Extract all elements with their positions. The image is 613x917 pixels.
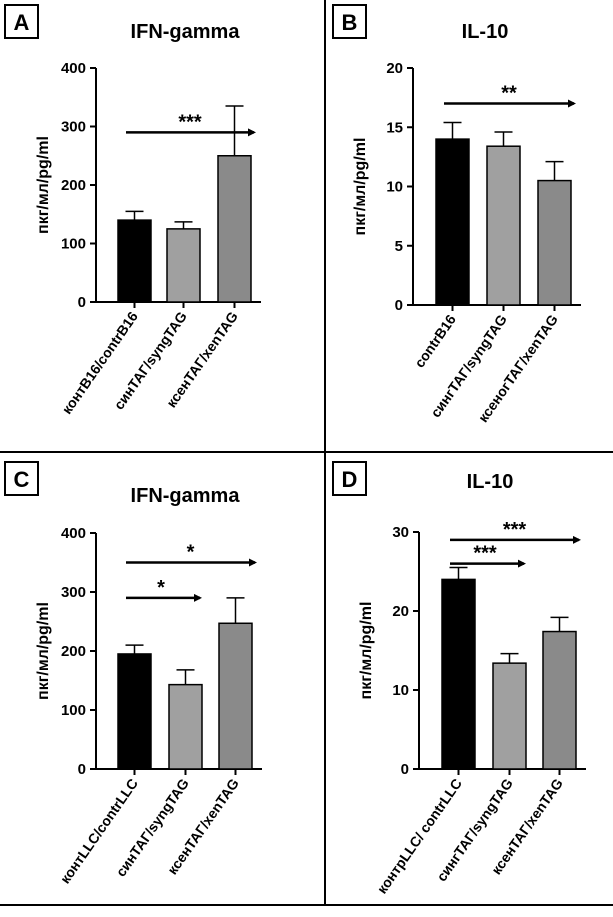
panel-letter: D — [342, 467, 358, 492]
panel-letter-box — [332, 461, 367, 496]
y-tick-label: 400 — [61, 525, 86, 542]
y-tick-label: 300 — [61, 584, 86, 601]
significance-stars: *** — [503, 519, 527, 541]
bar-2 — [486, 145, 521, 306]
chart-title: IL-10 — [467, 471, 514, 493]
significance-stars: *** — [473, 543, 497, 565]
bar-2 — [166, 228, 201, 303]
y-tick-label: 300 — [61, 119, 86, 136]
y-tick-label: 20 — [392, 603, 409, 620]
panel-a: A IFN-gamma0100200300400пкг/мл/pg/mlконтB… — [4, 4, 261, 417]
panel-b: B IL-1005101520пкг/мл/pg/mlcontrB16сингТА… — [332, 4, 581, 425]
y-axis-label: пкг/мл/pg/ml — [358, 602, 375, 700]
significance-stars: ** — [501, 83, 517, 105]
y-tick-label: 10 — [392, 682, 409, 699]
bar-1 — [117, 219, 152, 303]
bar-1 — [117, 653, 152, 770]
chart-title: IFN-gamma — [131, 485, 241, 507]
bar-1 — [435, 138, 470, 306]
panel-letter-box — [4, 461, 39, 496]
y-tick-label: 20 — [386, 60, 403, 77]
y-tick-label: 0 — [78, 294, 86, 311]
panel-letter-box — [332, 4, 367, 39]
category-label: contrB16 — [411, 311, 459, 370]
y-tick-label: 200 — [61, 643, 86, 660]
panel-letter-box — [4, 4, 39, 39]
chart-title: IFN-gamma — [131, 21, 241, 43]
y-tick-label: 200 — [61, 177, 86, 194]
panel-c: CIFN-gamma0100200300400пкг/мл/pg/mlконтL… — [4, 461, 262, 886]
significance-stars: * — [157, 577, 165, 599]
y-tick-label: 100 — [61, 236, 86, 253]
y-tick-label: 0 — [395, 297, 403, 314]
bar-3 — [537, 179, 572, 306]
panel-letter: B — [342, 10, 358, 35]
y-tick-label: 5 — [395, 238, 403, 255]
y-tick-label: 15 — [386, 119, 403, 136]
y-tick-label: 400 — [61, 60, 86, 77]
panel-letter: A — [14, 10, 30, 35]
panel-d: D IL-10 0 10 20 30 пкг/мл/pg/ml контрLLC/ contr… — [332, 461, 586, 897]
bar-2 — [492, 662, 527, 770]
bar-3 — [217, 155, 252, 303]
bar-3 — [542, 630, 577, 770]
bar-2 — [168, 683, 203, 770]
significance-stars: *** — [178, 111, 202, 133]
significance-stars: * — [187, 542, 195, 564]
y-tick-label: 100 — [61, 702, 86, 719]
panel-letter: C — [14, 467, 30, 492]
bar-3 — [218, 622, 253, 770]
category-label: контрLLC/ contrLLC — [374, 776, 465, 897]
y-tick-label: 30 — [392, 524, 409, 541]
y-axis-label: пкг/мл/pg/ml — [35, 136, 52, 234]
y-axis-label: пкг/мл/pg/ml — [352, 138, 369, 236]
chart-title: IL-10 — [462, 21, 509, 43]
y-tick-label: 10 — [386, 179, 403, 196]
y-tick-label: 0 — [401, 761, 409, 778]
y-tick-label: 0 — [78, 761, 86, 778]
bar-1 — [441, 578, 476, 770]
y-axis-label: пкг/мл/pg/ml — [35, 602, 52, 700]
